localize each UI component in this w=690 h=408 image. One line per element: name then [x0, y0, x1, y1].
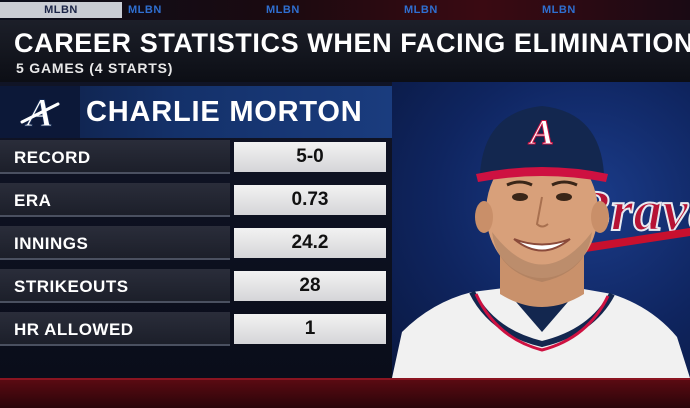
player-name: CHARLIE MORTON: [86, 96, 363, 128]
stat-label: RECORD: [14, 148, 91, 167]
stat-label: STRIKEOUTS: [14, 277, 129, 296]
stat-value: 5-0: [296, 146, 324, 167]
stat-label: HR ALLOWED: [14, 320, 134, 339]
stat-value: 24.2: [291, 232, 329, 253]
team-logo: A: [0, 86, 80, 138]
stat-row-record: RECORD 5-0: [0, 140, 392, 174]
cap-logo-letter: A: [528, 112, 554, 152]
stat-label: INNINGS: [14, 234, 89, 253]
stat-row-innings: INNINGS 24.2: [0, 226, 392, 260]
stat-value: 1: [304, 318, 316, 339]
stat-label: ERA: [14, 191, 52, 210]
stat-value: 0.73: [291, 189, 329, 210]
stat-value: 28: [299, 275, 321, 296]
stat-row-hr-allowed: HR ALLOWED 1: [0, 312, 392, 346]
player-photo: Braves A: [392, 82, 690, 378]
ticker-tab-4: MLBN: [404, 4, 438, 16]
ticker-tab-5: MLBN: [542, 4, 576, 16]
graphic-title: CAREER STATISTICS WHEN FACING ELIMINATIO…: [14, 28, 690, 58]
graphic-header: CAREER STATISTICS WHEN FACING ELIMINATIO…: [0, 20, 690, 82]
player-portrait-icon: Braves A: [392, 106, 690, 378]
graphic-subtitle: 5 GAMES (4 STARTS): [16, 60, 174, 76]
bottom-bar: [0, 378, 690, 408]
stat-row-era: ERA 0.73: [0, 183, 392, 217]
network-ticker: MLBN MLBN MLBN MLBN MLBN: [0, 0, 690, 20]
ticker-tab-1: MLBN: [0, 2, 122, 18]
team-logo-letter: A: [24, 92, 54, 132]
braves-a-logo-icon: A: [20, 92, 60, 132]
ticker-tab-3: MLBN: [266, 4, 300, 16]
ticker-tab-2: MLBN: [128, 4, 162, 16]
stat-row-strikeouts: STRIKEOUTS 28: [0, 269, 392, 303]
